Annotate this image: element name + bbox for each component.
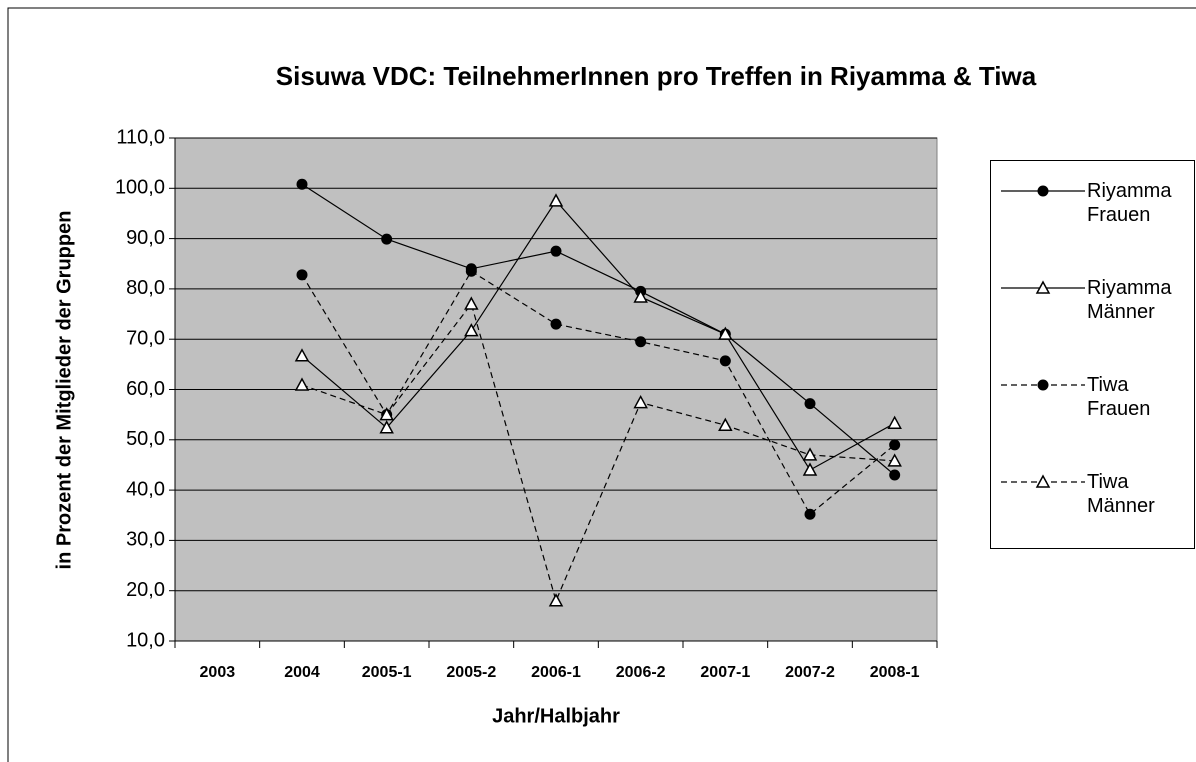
- y-tick-label: 10,0: [126, 629, 165, 651]
- marker: [887, 415, 902, 429]
- marker: [465, 265, 477, 277]
- x-tick-label: 2003: [200, 664, 236, 681]
- marker: [887, 453, 902, 467]
- marker: [718, 417, 733, 431]
- marker: [1035, 474, 1051, 488]
- x-tick-label: 2006-2: [616, 664, 666, 681]
- x-tick-label: 2007-1: [700, 664, 750, 681]
- marker: [550, 318, 562, 330]
- marker: [294, 377, 310, 391]
- y-tick-label: 100,0: [115, 177, 165, 199]
- marker: [548, 593, 564, 607]
- marker: [1035, 280, 1051, 294]
- marker: [296, 269, 308, 281]
- series-line: [301, 270, 896, 516]
- y-tick-label: 60,0: [126, 378, 165, 400]
- marker: [1037, 185, 1049, 197]
- marker: [464, 296, 479, 310]
- series-line: [301, 199, 895, 471]
- legend-label: Riyamma Frauen: [1087, 180, 1172, 226]
- marker: [889, 439, 901, 451]
- legend-item: Tiwa Frauen: [991, 373, 1196, 453]
- x-tick-label: 2008-1: [870, 664, 920, 681]
- y-tick-label: 80,0: [126, 277, 165, 299]
- marker: [464, 323, 479, 337]
- marker: [804, 508, 816, 520]
- y-axis-label: in Prozent der Mitglieder der Gruppen: [53, 211, 75, 570]
- legend-label: Riyamma Männer: [1087, 277, 1172, 323]
- marker: [804, 398, 816, 410]
- marker: [550, 245, 562, 257]
- marker: [294, 348, 310, 362]
- marker: [633, 289, 648, 303]
- legend-item: Riyamma Männer: [991, 276, 1196, 356]
- y-tick-label: 90,0: [126, 227, 165, 249]
- marker: [802, 462, 818, 476]
- marker: [381, 233, 393, 245]
- y-tick-label: 40,0: [126, 478, 165, 500]
- y-tick-label: 30,0: [126, 529, 165, 551]
- y-tick-label: 70,0: [126, 327, 165, 349]
- legend-swatch: [1001, 280, 1085, 294]
- series-line: [301, 183, 896, 476]
- legend-swatch: [1001, 474, 1085, 488]
- marker: [633, 395, 648, 409]
- legend-item: Tiwa Männer: [991, 470, 1196, 550]
- x-tick-label: 2006-1: [531, 664, 581, 681]
- marker: [296, 178, 308, 190]
- marker: [889, 469, 901, 481]
- chart-title: Sisuwa VDC: TeilnehmerInnen pro Treffen …: [276, 61, 1037, 91]
- legend-swatch: [1001, 185, 1085, 197]
- marker: [379, 407, 394, 421]
- legend-label: Tiwa Männer: [1087, 471, 1155, 517]
- marker: [379, 420, 394, 434]
- y-tick-label: 50,0: [126, 428, 165, 450]
- marker: [719, 355, 731, 367]
- marker: [718, 326, 733, 340]
- legend-swatch: [1001, 379, 1085, 391]
- marker: [635, 336, 647, 348]
- x-tick-label: 2004: [284, 664, 320, 681]
- x-axis-label: Jahr/Halbjahr: [492, 705, 620, 727]
- x-tick-label: 2005-2: [446, 664, 496, 681]
- marker: [1037, 379, 1049, 391]
- x-tick-label: 2005-1: [362, 664, 412, 681]
- x-tick-label: 2007-2: [785, 664, 835, 681]
- legend-label: Tiwa Frauen: [1087, 374, 1151, 420]
- legend-item: Riyamma Frauen: [991, 179, 1196, 259]
- marker: [548, 193, 564, 207]
- y-tick-label: 110,0: [116, 126, 165, 148]
- y-tick-label: 20,0: [126, 579, 165, 601]
- legend: Riyamma Frauen Riyamma Männer Tiwa Frauen T…: [990, 160, 1195, 549]
- series-line: [301, 302, 895, 603]
- marker: [802, 447, 818, 461]
